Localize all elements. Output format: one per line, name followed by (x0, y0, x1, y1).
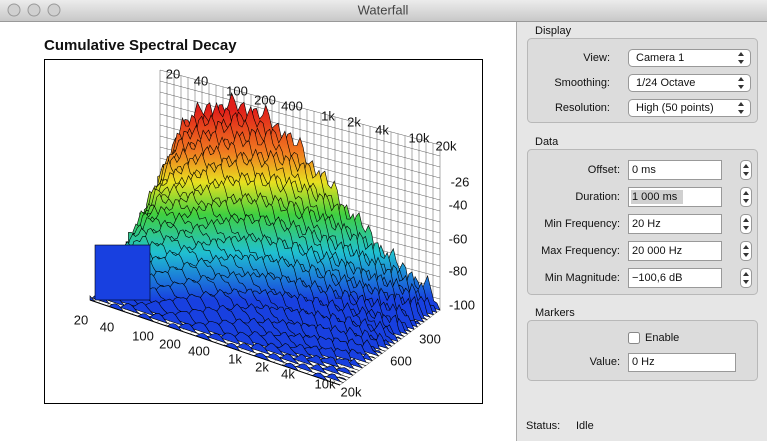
controls: Display Data Markers View: Camera 1 Smoothing… (526, 25, 758, 432)
close-button[interactable] (7, 3, 21, 17)
back-frequency-label: 10k (409, 130, 430, 145)
wall-line (159, 91, 441, 168)
back-frequency-label: 400 (281, 98, 303, 113)
front-frequency-label: 10k (315, 376, 336, 391)
magnitude-label: -100 (449, 297, 475, 312)
field-value: 20 Hz (632, 218, 661, 230)
status-label: Status: (526, 420, 560, 432)
magnitude-label: -40 (449, 197, 468, 212)
title-bar (0, 0, 767, 21)
decay-slice (94, 293, 347, 381)
stepper[interactable] (740, 214, 752, 234)
back-frequency-label: 4k (375, 122, 389, 137)
popup-button[interactable] (628, 74, 751, 92)
field-label: Min Magnitude: (545, 272, 620, 284)
popup-arrows (738, 77, 744, 89)
back-frequency-label: 20 (166, 66, 180, 81)
field-label: Min Frequency: (544, 218, 620, 230)
stepper[interactable] (740, 160, 752, 180)
text-field[interactable] (628, 160, 722, 180)
zoom-button[interactable] (47, 3, 61, 17)
stepper[interactable] (740, 268, 752, 288)
back-frequency-label: 1k (321, 108, 335, 123)
field-label: Offset: (588, 164, 620, 176)
popup-button[interactable] (628, 99, 751, 117)
stepper-arrows (743, 245, 749, 257)
checkbox-label: Enable (645, 332, 679, 344)
stepper-arrows (743, 272, 749, 284)
waterfall (89, 69, 441, 386)
group-title: Markers (535, 307, 575, 319)
text-field[interactable] (628, 268, 722, 288)
front-frequency-label: 1k (228, 351, 242, 366)
decay-slice (92, 293, 344, 383)
axis-labels: 20 40 100 200 400 1k 2k 4k 10k 20k -26 -40 -60 -80 -10… (74, 66, 475, 399)
stepper[interactable] (740, 187, 752, 207)
field-value: 1 000 ms (632, 191, 678, 203)
field-value: 0 Hz (632, 356, 655, 368)
magnitude-label: -60 (449, 231, 468, 246)
front-frequency-label: 2k (255, 359, 269, 374)
popup-value: Camera 1 (636, 52, 684, 64)
stepper-arrows (743, 164, 749, 176)
time-label: 300 (419, 331, 441, 346)
wall-line (159, 69, 441, 146)
checkbox[interactable] (628, 332, 640, 344)
magnitude-label: -26 (451, 174, 470, 189)
magnitude-label: -80 (449, 263, 468, 278)
popup-arrows (738, 52, 744, 64)
front-frequency-label: 4k (281, 366, 295, 381)
status-value: Idle (576, 420, 594, 432)
stepper-arrows (743, 191, 749, 203)
field-label: Resolution: (555, 102, 610, 114)
stepper[interactable] (740, 241, 752, 261)
front-frequency-label: 100 (132, 328, 154, 343)
time-label: 600 (390, 353, 412, 368)
front-frequency-label: 20 (74, 312, 88, 327)
back-frequency-label: 2k (347, 114, 361, 129)
text-field[interactable] (628, 353, 736, 372)
popup-arrows (738, 102, 744, 114)
field-label: Duration: (575, 191, 620, 203)
field-value: 0 ms (632, 164, 656, 176)
plot-title: Cumulative Spectral Decay (44, 37, 237, 54)
field-value: −100,6 dB (632, 272, 682, 284)
field-value: 20 000 Hz (632, 245, 682, 257)
wall-line (159, 80, 441, 157)
back-frequency-label: 40 (194, 73, 208, 88)
floor-line (339, 309, 441, 386)
window-title: Waterfall (358, 2, 409, 17)
popup-value: High (50 points) (636, 102, 714, 114)
popup-value: 1/24 Octave (636, 77, 695, 89)
front-axis (89, 299, 341, 386)
field-label: View: (583, 52, 610, 64)
back-frequency-label: 20k (436, 138, 457, 153)
text-field[interactable] (628, 214, 722, 234)
selection (631, 190, 683, 204)
field-label: Smoothing: (554, 77, 610, 89)
front-frequency-label: 200 (159, 336, 181, 351)
low-frequency-block (94, 244, 151, 301)
front-frequency-label: 400 (188, 343, 210, 358)
front-frequency-label: 20k (341, 384, 362, 399)
group-title: Data (535, 136, 559, 148)
field-label: Max Frequency: (541, 245, 620, 257)
popup-button[interactable] (628, 49, 751, 67)
text-field[interactable] (628, 241, 722, 261)
back-frequency-label: 200 (254, 92, 276, 107)
stepper-arrows (743, 218, 749, 230)
field-label: Value: (590, 356, 620, 368)
front-frequency-label: 40 (100, 319, 114, 334)
minimize-button[interactable] (27, 3, 41, 17)
back-frequency-label: 100 (226, 83, 248, 98)
group-title: Display (535, 25, 572, 37)
